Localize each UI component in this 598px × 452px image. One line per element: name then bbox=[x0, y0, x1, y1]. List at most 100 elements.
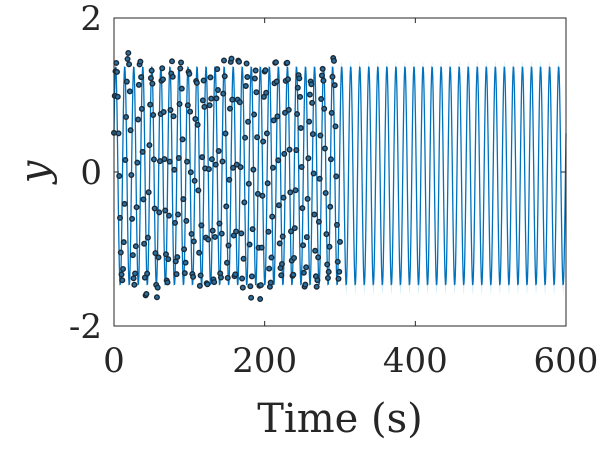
observed-point bbox=[179, 136, 186, 143]
observed-point bbox=[300, 269, 307, 276]
observed-point bbox=[237, 164, 244, 171]
observed-point bbox=[223, 203, 230, 210]
observed-point bbox=[114, 68, 121, 75]
observed-point bbox=[135, 81, 142, 88]
observed-point bbox=[298, 163, 305, 170]
observed-point bbox=[257, 282, 264, 289]
observed-point bbox=[190, 273, 197, 280]
observed-point bbox=[159, 76, 166, 83]
observed-point bbox=[115, 130, 122, 137]
observed-point bbox=[178, 85, 185, 92]
observed-point bbox=[122, 156, 129, 163]
observed-point bbox=[175, 154, 182, 161]
observed-point bbox=[151, 205, 158, 212]
x-axis-title: Time (s) bbox=[257, 396, 423, 442]
observed-point bbox=[126, 88, 133, 95]
observed-point bbox=[260, 138, 267, 145]
observed-point bbox=[207, 74, 214, 81]
observed-point bbox=[250, 166, 257, 173]
observed-point bbox=[294, 84, 301, 91]
observed-point bbox=[221, 73, 228, 80]
observed-point bbox=[220, 57, 227, 64]
observed-point bbox=[268, 254, 275, 261]
observed-point bbox=[144, 234, 151, 241]
observed-point bbox=[327, 156, 334, 163]
observed-point bbox=[297, 93, 304, 100]
observed-point bbox=[296, 75, 303, 82]
observed-point bbox=[251, 75, 258, 82]
observed-point bbox=[262, 67, 269, 74]
observed-point bbox=[291, 225, 298, 232]
observed-point bbox=[275, 157, 282, 164]
observed-point bbox=[134, 159, 141, 166]
observed-point bbox=[190, 238, 197, 245]
observed-point bbox=[286, 146, 293, 153]
observed-point bbox=[181, 270, 188, 277]
observed-point bbox=[214, 66, 221, 73]
observed-point bbox=[294, 111, 301, 118]
observed-point bbox=[117, 214, 124, 221]
observed-point bbox=[208, 156, 215, 163]
observed-point bbox=[239, 284, 246, 291]
observed-point bbox=[123, 114, 130, 121]
observed-point bbox=[120, 239, 127, 246]
observed-point bbox=[162, 251, 169, 258]
observed-point bbox=[212, 161, 219, 168]
observed-point bbox=[272, 59, 279, 66]
observed-point bbox=[191, 177, 198, 184]
observed-point bbox=[141, 240, 148, 247]
observed-point bbox=[273, 78, 280, 85]
x-tick-label-400: 400 bbox=[383, 341, 448, 381]
observed-point bbox=[248, 294, 255, 301]
observed-point bbox=[177, 65, 184, 72]
observed-point bbox=[318, 72, 325, 79]
observed-point bbox=[232, 271, 239, 278]
observed-point bbox=[186, 70, 193, 77]
observed-point bbox=[303, 234, 310, 241]
observed-point bbox=[206, 102, 213, 109]
observed-point bbox=[333, 221, 340, 228]
observed-point bbox=[129, 252, 136, 259]
x-tick-label-600: 600 bbox=[534, 341, 598, 381]
observed-point bbox=[245, 118, 252, 125]
observed-point bbox=[178, 59, 185, 66]
observed-point bbox=[192, 116, 199, 123]
observed-point bbox=[120, 265, 127, 272]
observed-point bbox=[278, 260, 285, 267]
observed-point bbox=[138, 74, 145, 81]
observed-point bbox=[333, 173, 340, 180]
observed-point bbox=[156, 209, 163, 216]
observed-point bbox=[263, 130, 270, 137]
observed-point bbox=[265, 228, 272, 235]
observed-point bbox=[224, 274, 231, 281]
observed-point bbox=[240, 255, 247, 262]
observed-point bbox=[236, 99, 243, 106]
observed-point bbox=[316, 175, 323, 182]
observed-point bbox=[116, 172, 123, 179]
observed-point bbox=[329, 73, 336, 80]
observed-point bbox=[128, 172, 135, 179]
observed-point bbox=[253, 89, 260, 96]
observed-point bbox=[314, 277, 321, 284]
observed-point bbox=[121, 200, 128, 207]
observed-point bbox=[302, 281, 309, 288]
observed-point bbox=[165, 212, 172, 219]
observed-point bbox=[291, 254, 298, 261]
observed-point bbox=[322, 189, 329, 196]
observed-point bbox=[194, 121, 201, 128]
observed-point bbox=[218, 230, 225, 237]
observed-point bbox=[137, 58, 144, 65]
observed-point bbox=[287, 189, 294, 196]
observed-point bbox=[276, 240, 283, 247]
x-tick-label-200: 200 bbox=[232, 341, 297, 381]
observed-point bbox=[217, 274, 224, 281]
y-tick-label-0: 0 bbox=[80, 153, 102, 193]
observed-point bbox=[188, 230, 195, 237]
observed-point bbox=[159, 65, 166, 72]
observed-point bbox=[133, 204, 140, 211]
observed-point bbox=[208, 95, 215, 102]
observed-point bbox=[113, 59, 120, 66]
observed-point bbox=[171, 166, 178, 173]
observed-point bbox=[184, 102, 191, 109]
observed-point bbox=[293, 147, 300, 154]
